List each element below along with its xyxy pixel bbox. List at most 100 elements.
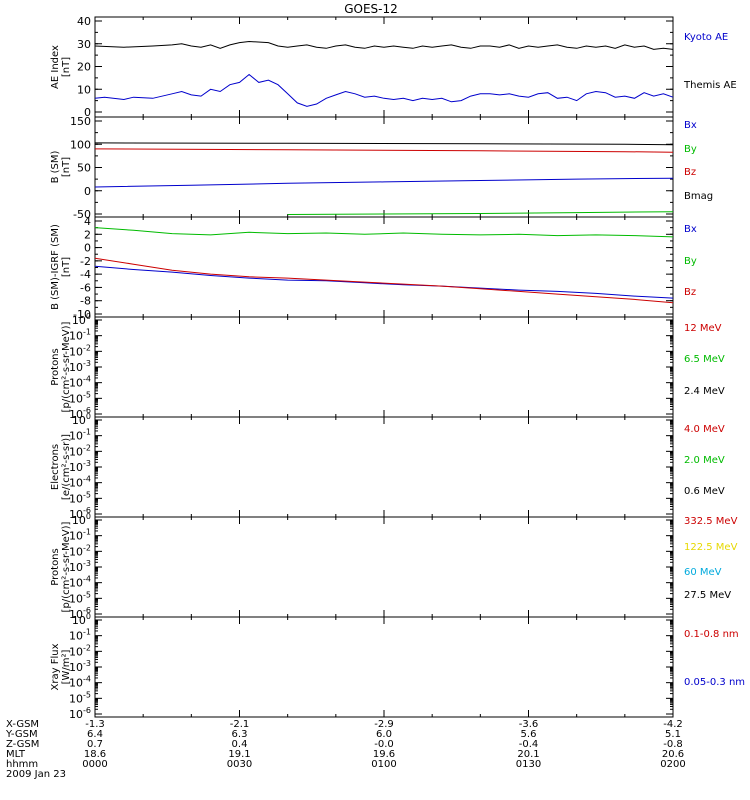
y-axis-unit: [e/(cm²-s-sr)]: [61, 434, 72, 500]
ephemeris-value: 20.1: [517, 749, 539, 760]
ephemeris-row-label: hhmm: [6, 759, 38, 770]
legend-label: 0.1-0.8 nm: [684, 629, 739, 640]
panel-frame: [94, 16, 674, 118]
ephemeris-value: -0.8: [663, 739, 683, 750]
x-ticks: [94, 417, 674, 517]
legend-label: 2.4 MeV: [684, 386, 725, 397]
y-axis-label: B (SM)-IGRF (SM): [50, 224, 61, 310]
panel-frame: [94, 116, 674, 218]
plot-date: 2009 Jan 23: [6, 769, 66, 780]
ephemeris-value: 5.1: [665, 729, 681, 740]
y-tick-label: 10-2: [69, 643, 91, 658]
y-tick-label: 10-3: [69, 459, 91, 474]
ephemeris-table: X-GSM -1.3 -2.1 -2.9 -3.6 -4.2 Y-GSM 6.4 6.3 6.0 5…: [5, 719, 686, 780]
minor-ticks: [95, 520, 673, 610]
ephemeris-value: 0000: [82, 759, 107, 770]
y-tick-label: 2: [84, 228, 91, 241]
ephemeris-value: 6.3: [232, 729, 248, 740]
legend-label: 0.05-0.3 nm: [684, 677, 745, 688]
y-tick-label: 100: [70, 138, 91, 151]
y-tick-label: 20: [77, 61, 91, 74]
y-tick-label: 10: [77, 83, 91, 96]
ephemeris-row-label: Z-GSM: [6, 739, 39, 750]
legend-label: 12 MeV: [684, 323, 722, 334]
ephemeris-value: 0130: [516, 759, 541, 770]
y-tick-label: -10: [73, 308, 91, 321]
y-tick-label: 10-2: [69, 343, 91, 358]
minor-ticks: [95, 320, 673, 410]
y-tick-label: 10-5: [69, 590, 91, 605]
y-tick-label: 10-1: [69, 428, 91, 443]
panel-b_minus_igrf: 420-2-4-6-8-10 B (SM)-IGRF (SM) [nT] Bx By Bz: [50, 215, 697, 321]
y-tick-label: 100: [72, 412, 91, 427]
x-ticks: [94, 117, 674, 217]
legend-label: Bx: [684, 224, 697, 235]
y-tick-label: 50: [77, 162, 91, 175]
y-axis-label: Protons: [50, 348, 61, 385]
y-tick-label: -6: [80, 281, 91, 294]
legend-label: 2.0 MeV: [684, 455, 725, 466]
y-axis-unit: [W/m²]: [61, 649, 72, 684]
minor-ticks: [95, 620, 673, 710]
series-line: [94, 40, 674, 50]
ephemeris-value: 0100: [371, 759, 396, 770]
y-axis-unit: [nT]: [61, 157, 72, 177]
ephemeris-value: 6.4: [87, 729, 103, 740]
legend-label: 4.0 MeV: [684, 424, 725, 435]
y-tick-label: 10-1: [69, 628, 91, 643]
y-tick-label: 40: [77, 15, 91, 28]
y-tick-label: 0: [84, 185, 91, 198]
y-tick-label: 10-4: [69, 675, 91, 690]
ephemeris-value: 0.7: [87, 739, 103, 750]
ephemeris-value: 6.0: [376, 729, 392, 740]
y-axis-label: AE Index: [50, 45, 61, 89]
y-tick-label: 10-2: [69, 443, 91, 458]
ephemeris-value: -2.9: [374, 719, 394, 730]
y-tick-label: -8: [80, 295, 91, 308]
legend-label: 60 MeV: [684, 567, 722, 578]
ephemeris-value: -3.6: [519, 719, 539, 730]
legend-label: By: [684, 256, 697, 267]
y-axis-unit: [nT]: [61, 57, 72, 77]
ephemeris-row-label: Y-GSM: [5, 729, 38, 740]
y-tick-label: 100: [72, 512, 91, 527]
y-axis-label: Xray Flux: [50, 643, 61, 690]
legend-label: 332.5 MeV: [684, 516, 738, 527]
y-tick-label: 100: [72, 612, 91, 627]
legend-label: 0.6 MeV: [684, 486, 725, 497]
y-axis-unit: [p/(cm²-s-sr-MeV)]: [61, 521, 72, 612]
y-tick-label: 150: [70, 115, 91, 128]
legend-label: Bx: [684, 120, 697, 131]
y-tick-label: 10-6: [69, 706, 91, 721]
legend-label: Themis AE: [683, 80, 737, 91]
legend-label: 122.5 MeV: [684, 542, 738, 553]
y-tick-label: 10-4: [69, 375, 91, 390]
series-line: [94, 227, 674, 238]
panel-frame: [94, 516, 674, 618]
y-axis-unit: [nT]: [61, 257, 72, 277]
y-axis-label: B (SM): [50, 150, 61, 183]
x-ticks: [94, 17, 674, 117]
ephemeris-value: -0.4: [519, 739, 539, 750]
y-tick-label: 4: [84, 215, 91, 228]
y-tick-label: 0: [84, 242, 91, 255]
x-ticks: [94, 217, 674, 317]
ephemeris-value: 5.6: [521, 729, 537, 740]
y-tick-label: 10-3: [69, 559, 91, 574]
x-ticks: [94, 517, 674, 617]
minor-ticks: [95, 120, 673, 215]
y-tick-label: 10-4: [69, 475, 91, 490]
ephemeris-value: -2.1: [230, 719, 250, 730]
legend-label: Bmag: [684, 191, 713, 202]
ephemeris-row-label: MLT: [6, 749, 26, 760]
y-axis-unit: [p/(cm²-s-sr-MeV)]: [61, 321, 72, 412]
legend-label: Bz: [684, 287, 696, 298]
ephemeris-value: 0.4: [232, 739, 248, 750]
ephemeris-value: 20.6: [662, 749, 684, 760]
legend-label: Bz: [684, 167, 696, 178]
y-tick-label: 10-3: [69, 359, 91, 374]
